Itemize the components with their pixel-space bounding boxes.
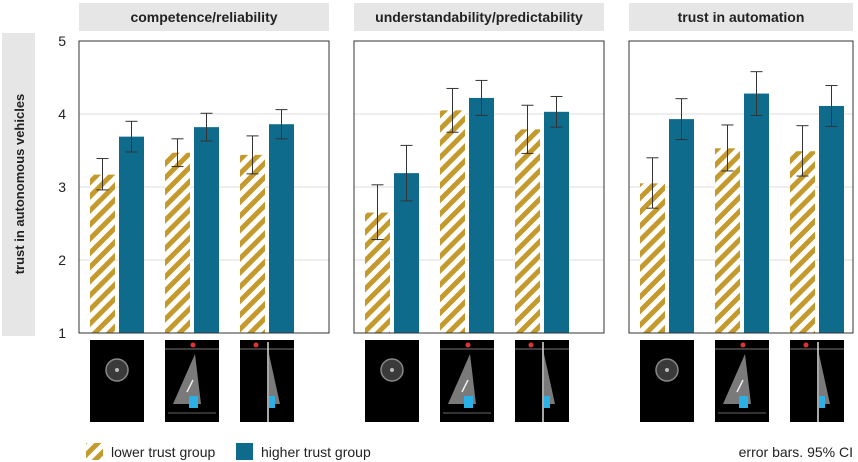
road-shape [819,354,830,404]
hud-status-icon [190,342,196,348]
thumbnail-speedometer [90,340,144,422]
thumbnail-side-display [515,340,569,422]
y-tick-label: 4 [58,106,66,122]
thumbnail-full-display [165,340,219,422]
thumbnail-background [240,340,294,422]
bar-higher-2 [469,97,494,333]
facet-title-strip [629,3,853,31]
thumbnail-background [515,340,569,422]
legend-label-lower: lower trust group [111,444,215,460]
y-tick-label: 1 [58,325,66,341]
facet-title-strip [354,3,604,31]
facet-title: understandability/predictability [375,9,583,25]
vehicle-icon [819,396,825,408]
hud-status-icon [740,342,746,348]
lane-marker [461,379,469,393]
facet-title: competence/reliability [130,9,277,25]
legend-label-higher: higher trust group [261,444,371,460]
facet-2: understandability/predictability [353,3,605,422]
thumbnail-background [790,340,844,422]
legend-swatch-lower [86,443,103,460]
lane-marker [186,379,194,393]
bar-lower-3 [790,151,815,333]
thumbnail-speedometer [640,340,694,422]
bar-higher-3 [269,124,294,333]
y-tick-label: 5 [58,33,66,49]
road-shape [269,354,280,404]
thumbnail-side-display [790,340,844,422]
vehicle-icon [189,396,198,408]
error-bar-note: error bars. 95% CI [739,444,853,460]
bar-higher-1 [669,119,694,333]
road-shape [448,354,476,404]
bar-lower-3 [240,154,265,333]
bar-lower-2 [165,152,190,333]
road-shape [544,354,555,404]
facet-title-strip [79,3,329,31]
legend: lower trust group higher trust group err… [86,443,853,460]
thumbnail-speedometer [365,340,419,422]
facet-1: competence/reliability [78,3,330,422]
thumbnail-full-display [440,340,494,422]
speedometer-hub [665,368,669,372]
vehicle-icon [464,396,473,408]
hud-status-icon [528,342,534,348]
lane-marker [736,379,744,393]
hud-status-icon [253,342,259,348]
thumbnail-side-display [240,340,294,422]
vehicle-icon [269,396,275,408]
y-axis-ticks: 1 2 3 4 5 [58,33,66,341]
road-shape [173,354,201,404]
bar-higher-2 [744,93,769,333]
facet-title: trust in automation [678,9,805,25]
bar-higher-3 [544,111,569,333]
hud-status-icon [465,342,471,348]
bar-higher-3 [819,105,844,333]
thumbnail-full-display [715,340,769,422]
vehicle-icon [544,396,550,408]
y-tick-label: 2 [58,252,66,268]
bar-higher-2 [194,127,219,333]
speedometer-hub [390,368,394,372]
bar-lower-2 [715,148,740,333]
facet-panel-border [353,40,605,334]
legend-swatch-higher [236,443,253,460]
facet-panel-border [78,40,330,334]
facet-panel-border [628,40,854,334]
facet-3: trust in automation [628,3,854,422]
bar-lower-3 [515,129,540,333]
bar-lower-1 [90,174,115,333]
y-axis-title-strip [2,33,35,336]
vehicle-icon [739,396,748,408]
y-axis-title: trust in autonomous vehicles [12,94,27,275]
bar-lower-2 [440,110,465,333]
speedometer-hub [115,368,119,372]
bar-higher-1 [119,136,144,333]
y-tick-label: 3 [58,179,66,195]
facets: competence/reliability understandability/… [78,3,854,422]
hud-status-icon [803,342,809,348]
road-shape [723,354,751,404]
